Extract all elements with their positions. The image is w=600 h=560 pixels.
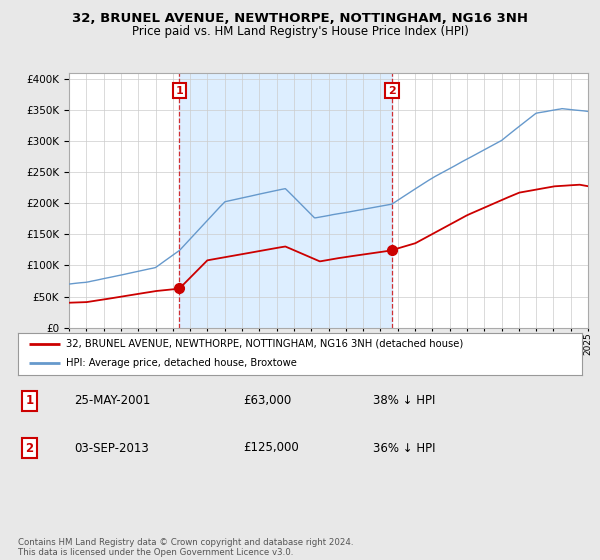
Text: 32, BRUNEL AVENUE, NEWTHORPE, NOTTINGHAM, NG16 3NH (detached house): 32, BRUNEL AVENUE, NEWTHORPE, NOTTINGHAM…	[66, 339, 463, 349]
Text: £125,000: £125,000	[244, 441, 299, 455]
Text: 2: 2	[25, 441, 34, 455]
Text: 36% ↓ HPI: 36% ↓ HPI	[373, 441, 436, 455]
Text: £63,000: £63,000	[244, 394, 292, 408]
Text: Contains HM Land Registry data © Crown copyright and database right 2024.
This d: Contains HM Land Registry data © Crown c…	[18, 538, 353, 557]
Text: 1: 1	[25, 394, 34, 408]
Text: 03-SEP-2013: 03-SEP-2013	[74, 441, 149, 455]
Text: 32, BRUNEL AVENUE, NEWTHORPE, NOTTINGHAM, NG16 3NH: 32, BRUNEL AVENUE, NEWTHORPE, NOTTINGHAM…	[72, 12, 528, 25]
Text: HPI: Average price, detached house, Broxtowe: HPI: Average price, detached house, Brox…	[66, 358, 297, 368]
Text: 38% ↓ HPI: 38% ↓ HPI	[373, 394, 436, 408]
Text: Price paid vs. HM Land Registry's House Price Index (HPI): Price paid vs. HM Land Registry's House …	[131, 25, 469, 38]
Text: 25-MAY-2001: 25-MAY-2001	[74, 394, 151, 408]
Bar	[179, 73, 392, 328]
Text: 1: 1	[175, 86, 183, 96]
Text: 2: 2	[388, 86, 396, 96]
